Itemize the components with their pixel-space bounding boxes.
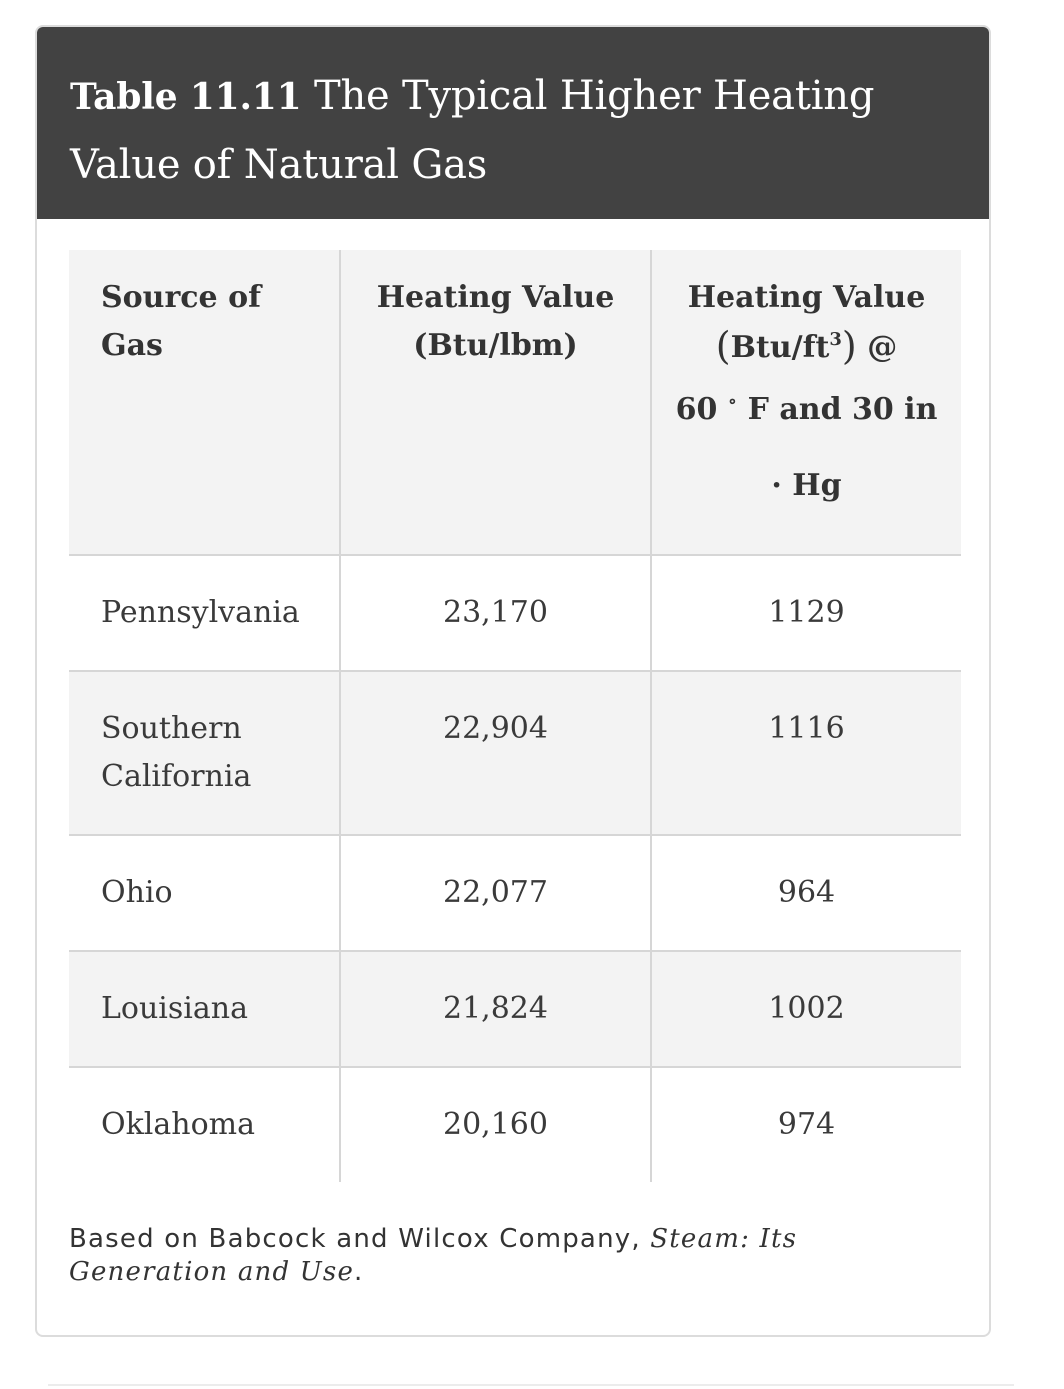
cond-temp: 60: [675, 392, 718, 427]
caption-text: Table 11.11 The Typical Higher Heating V…: [70, 62, 959, 199]
table-row: Southern California 22,904 1116: [69, 671, 961, 836]
cond-rest: F and 30 in: [747, 392, 938, 427]
cell-btu-lbm: 22,904: [339, 671, 651, 836]
table-header: Source of Gas Heating Value (Btu/lbm) He…: [69, 250, 961, 556]
header-btu-ft3-label: Heating Value: [687, 280, 926, 315]
divider: [48, 1384, 1014, 1386]
caption-title: The Typical Higher Heating Value of Natu…: [70, 73, 875, 188]
header-btu-ft3: Heating Value (Btu/ft3) @ 60 ∘ F and 30 …: [650, 250, 961, 556]
cell-btu-ft3: 974: [650, 1067, 961, 1182]
cell-source: Southern California: [69, 671, 340, 836]
table-row: Oklahoma 20,160 974: [69, 1067, 961, 1182]
header-btu-ft3-units: (Btu/ft3) @: [672, 322, 941, 372]
cell-btu-lbm: 23,170: [339, 555, 651, 672]
header-row: Source of Gas Heating Value (Btu/lbm) He…: [69, 250, 961, 556]
table-body: Pennsylvania 23,170 1129 Southern Califo…: [69, 555, 961, 1182]
cell-btu-ft3: 964: [650, 835, 961, 952]
cell-source: Oklahoma: [101, 1107, 255, 1142]
table-row: Ohio 22,077 964: [69, 835, 961, 952]
cell-btu-ft3: 1116: [650, 671, 961, 836]
cell-btu-lbm: 20,160: [339, 1067, 651, 1182]
heating-value-table: Source of Gas Heating Value (Btu/lbm) He…: [69, 250, 961, 1182]
cell-btu-lbm: 22,077: [339, 835, 651, 952]
table-card: Table 11.11 The Typical Higher Heating V…: [35, 25, 991, 1337]
table-footnote: Based on Babcock and Wilcox Company, Ste…: [69, 1223, 949, 1289]
cell-btu-ft3: 1129: [650, 555, 961, 672]
cell-source: Ohio: [69, 835, 340, 952]
header-btu-ft3-conditions: 60 ∘ F and 30 in: [672, 372, 941, 448]
cell-btu-ft3: 1002: [650, 951, 961, 1068]
units-close-paren: ): [841, 324, 857, 368]
header-source: Source of Gas: [69, 250, 340, 556]
footnote-book-title: Steam: Its Generation and Use: [69, 1224, 798, 1287]
table-caption: Table 11.11 The Typical Higher Heating V…: [37, 27, 989, 219]
units-at: @: [867, 330, 898, 365]
units-open-paren: (: [715, 324, 731, 368]
cell-source: Pennsylvania: [69, 555, 340, 672]
cell-btu-lbm: 21,824: [339, 951, 651, 1068]
footnote-prefix: Based on Babcock and Wilcox Company,: [69, 1224, 651, 1254]
caption-number: Table 11.11: [70, 76, 302, 118]
header-btu-lbm: Heating Value (Btu/lbm): [339, 250, 651, 556]
degree-symbol: ∘: [727, 391, 738, 412]
footnote-suffix: .: [354, 1257, 364, 1287]
units-exponent: 3: [829, 329, 842, 350]
header-btu-ft3-hg: · Hg: [771, 468, 842, 503]
table-row: Pennsylvania 23,170 1129: [69, 555, 961, 672]
units-base: Btu/ft: [730, 330, 830, 365]
cell-source: Louisiana: [69, 951, 340, 1068]
table-row: Louisiana 21,824 1002: [69, 951, 961, 1068]
